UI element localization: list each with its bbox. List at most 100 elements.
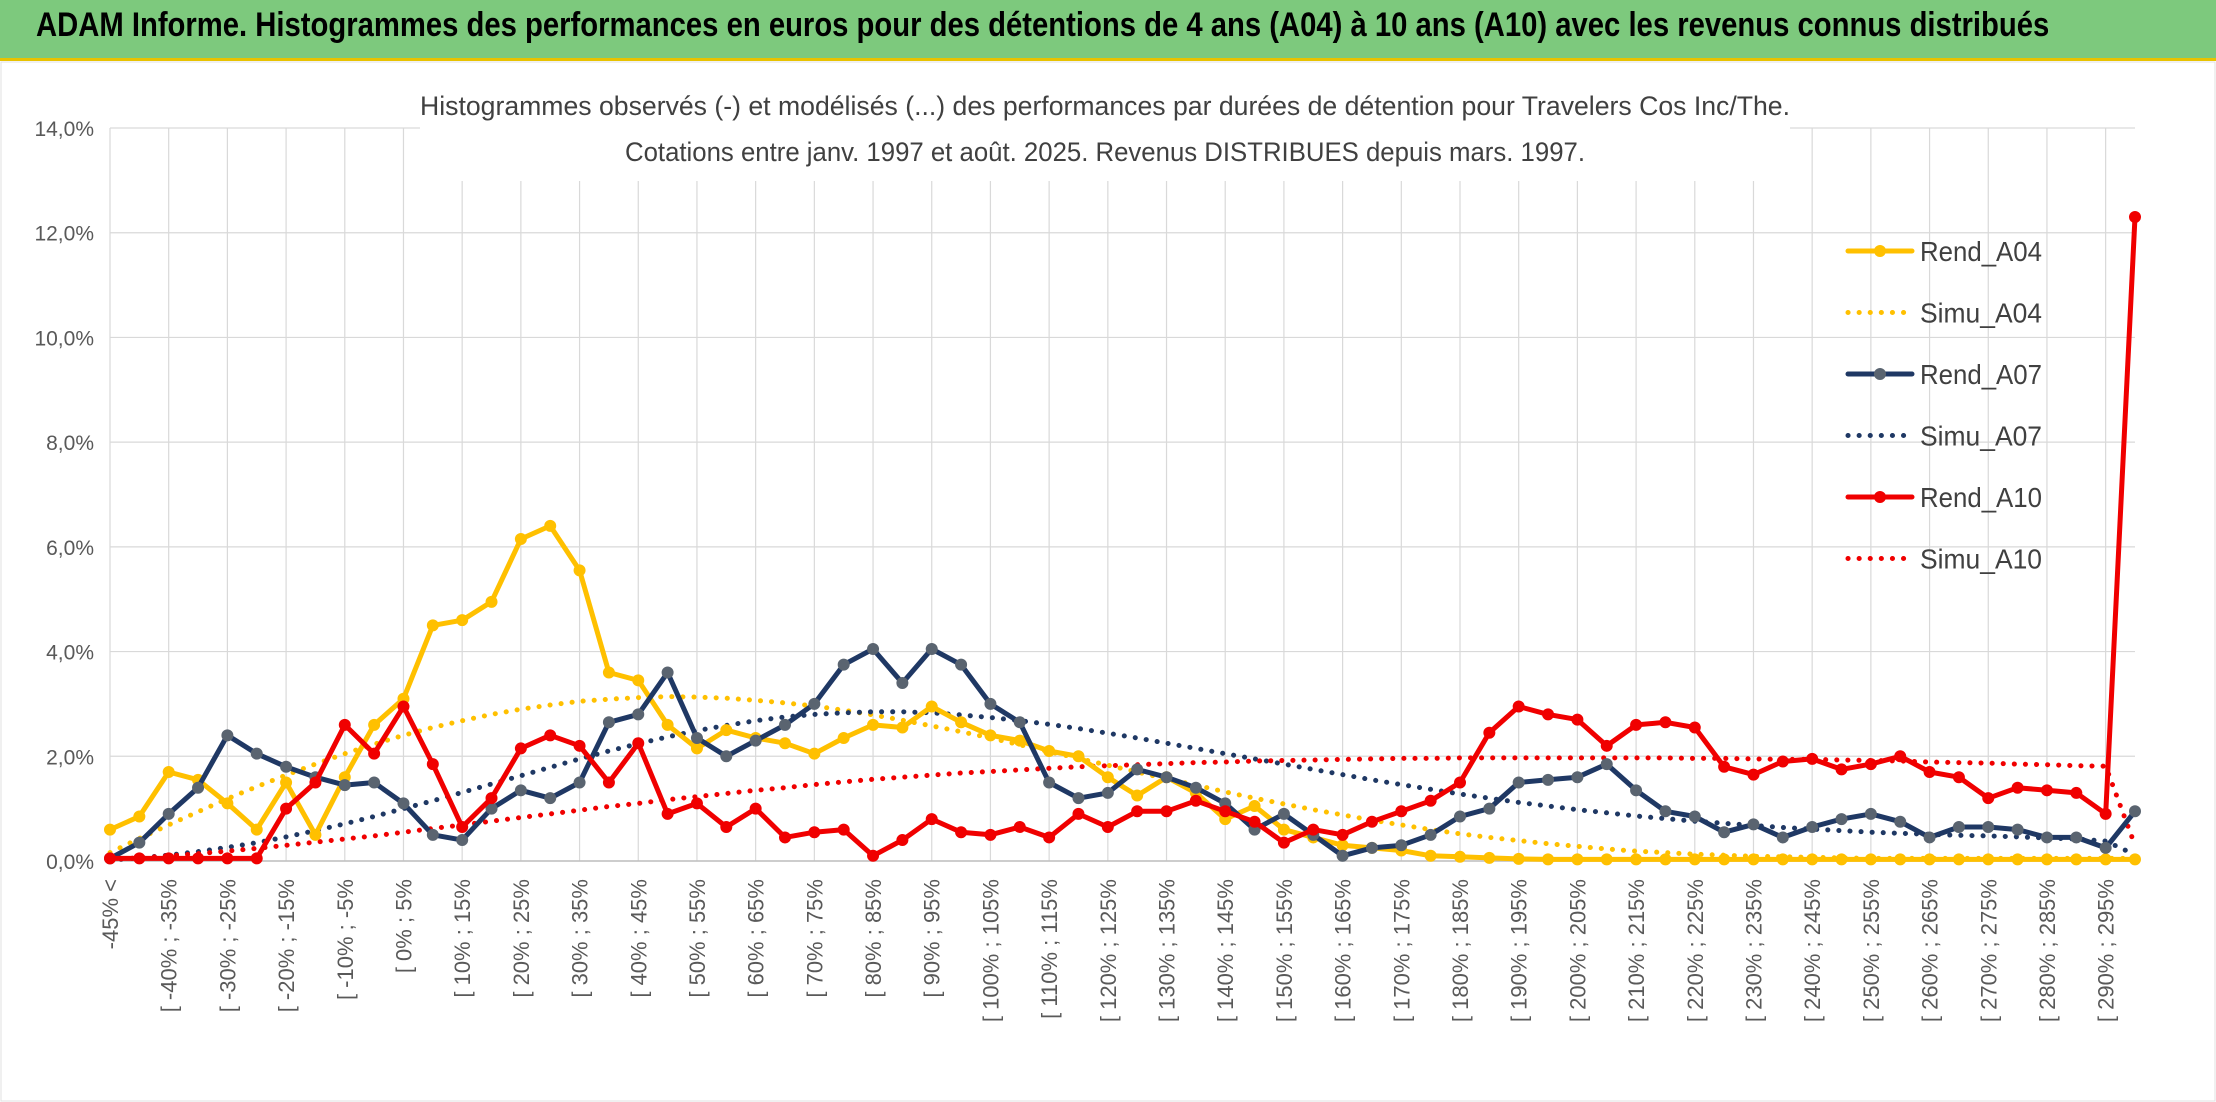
data-point-rend-a07 bbox=[925, 642, 938, 655]
data-point-rend-a07 bbox=[2129, 805, 2141, 818]
data-point-rend-a10 bbox=[338, 718, 351, 731]
data-point-rend-a07 bbox=[955, 658, 968, 671]
data-point-rend-a07 bbox=[1336, 849, 1349, 862]
data-point-rend-a07 bbox=[368, 776, 381, 789]
data-point-rend-a07 bbox=[397, 797, 410, 810]
x-tick-label: [ -40% ; -35% bbox=[157, 879, 182, 1012]
data-point-rend-a10 bbox=[1219, 805, 1232, 818]
x-tick-label: [ 70% ; 75% bbox=[802, 879, 827, 998]
series-group bbox=[104, 211, 2141, 866]
x-tick-label: [ 210% ; 215% bbox=[1624, 879, 1649, 1022]
data-point-rend-a04 bbox=[1571, 853, 1584, 866]
x-tick-label: [ 230% ; 235% bbox=[1741, 879, 1766, 1022]
data-point-rend-a10 bbox=[1894, 750, 1907, 763]
data-point-rend-a04 bbox=[280, 776, 293, 789]
data-point-rend-a10 bbox=[955, 826, 968, 839]
data-point-rend-a04 bbox=[1248, 800, 1261, 813]
header-banner: ADAM Informe. Histogrammes des performan… bbox=[0, 0, 2216, 61]
series-rend-a07 bbox=[104, 642, 2141, 865]
data-point-rend-a04 bbox=[602, 666, 615, 679]
report-title: ADAM Informe. Histogrammes des performan… bbox=[36, 6, 2050, 44]
data-point-rend-a04 bbox=[2099, 853, 2112, 866]
data-point-rend-a04 bbox=[309, 828, 322, 841]
data-point-rend-a04 bbox=[2129, 853, 2141, 866]
data-point-rend-a10 bbox=[1952, 771, 1965, 784]
data-point-rend-a10 bbox=[602, 776, 615, 789]
data-point-rend-a07 bbox=[1189, 781, 1202, 794]
data-point-rend-a07 bbox=[1160, 771, 1173, 784]
data-point-rend-a07 bbox=[338, 779, 351, 792]
x-tick-label: -45% < bbox=[98, 879, 123, 949]
data-point-rend-a04 bbox=[867, 718, 880, 731]
data-point-rend-a10 bbox=[309, 776, 322, 789]
x-tick-label: [ 280% ; 285% bbox=[2035, 879, 2060, 1022]
data-point-rend-a07 bbox=[1542, 773, 1555, 786]
x-tick-label: [ 160% ; 165% bbox=[1331, 879, 1356, 1022]
data-point-rend-a04 bbox=[720, 724, 733, 737]
data-point-rend-a04 bbox=[661, 718, 674, 731]
y-tick-label: 8,0% bbox=[46, 432, 94, 455]
y-tick-label: 12,0% bbox=[34, 223, 94, 246]
data-point-rend-a07 bbox=[544, 792, 557, 805]
data-point-rend-a04 bbox=[690, 742, 703, 755]
data-point-rend-a10 bbox=[368, 747, 381, 760]
legend-label: Rend_A10 bbox=[1920, 482, 2042, 513]
data-point-rend-a07 bbox=[1952, 820, 1965, 833]
series-line-simu-a04 bbox=[107, 694, 2138, 861]
series-rend-a04 bbox=[104, 519, 2141, 866]
data-point-rend-a10 bbox=[1365, 815, 1378, 828]
x-tick-label: [ 40% ; 45% bbox=[626, 879, 651, 998]
x-tick-label: [ 30% ; 35% bbox=[568, 879, 593, 998]
data-point-rend-a07 bbox=[1571, 771, 1584, 784]
data-point-rend-a04 bbox=[544, 519, 557, 532]
series-line-rend-a07 bbox=[107, 646, 2138, 861]
data-point-rend-a07 bbox=[808, 697, 821, 710]
x-tick-label: [ -20% ; -15% bbox=[274, 879, 299, 1012]
legend-label: Simu_A07 bbox=[1920, 421, 2042, 452]
x-tick-label: [ 290% ; 295% bbox=[2094, 879, 2119, 1022]
data-point-rend-a04 bbox=[779, 737, 791, 750]
data-point-rend-a04 bbox=[632, 674, 645, 687]
data-point-rend-a07 bbox=[1688, 810, 1701, 823]
performance-histogram-chart: Histogrammes observés (-) et modélisés (… bbox=[0, 61, 2216, 1102]
data-point-rend-a07 bbox=[602, 716, 615, 729]
data-point-rend-a10 bbox=[1688, 721, 1701, 734]
data-point-rend-a07 bbox=[1277, 807, 1290, 820]
legend-marker bbox=[1874, 491, 1886, 503]
y-tick-label: 10,0% bbox=[34, 327, 94, 350]
x-tick-label: [ 140% ; 145% bbox=[1213, 879, 1238, 1022]
data-point-rend-a04 bbox=[426, 619, 439, 632]
legend-label: Rend_A07 bbox=[1920, 359, 2042, 390]
data-point-rend-a10 bbox=[1835, 763, 1848, 776]
data-point-rend-a07 bbox=[867, 642, 880, 655]
x-tick-label: [ 130% ; 135% bbox=[1155, 879, 1180, 1022]
data-point-rend-a04 bbox=[1277, 823, 1290, 836]
x-tick-label: [ 100% ; 105% bbox=[978, 879, 1003, 1022]
x-tick-label: [ 270% ; 275% bbox=[1976, 879, 2001, 1022]
data-point-rend-a07 bbox=[162, 807, 175, 820]
series-line-rend-a10 bbox=[107, 214, 2138, 861]
data-point-rend-a10 bbox=[779, 831, 791, 844]
data-point-rend-a07 bbox=[749, 734, 762, 747]
data-point-rend-a07 bbox=[192, 781, 205, 794]
data-point-rend-a04 bbox=[1336, 839, 1349, 852]
data-point-rend-a04 bbox=[162, 765, 175, 778]
data-point-rend-a04 bbox=[1600, 853, 1613, 866]
data-point-rend-a04 bbox=[1952, 853, 1965, 866]
data-point-rend-a04 bbox=[1806, 853, 1819, 866]
data-point-rend-a04 bbox=[925, 700, 938, 713]
data-point-rend-a10 bbox=[456, 820, 469, 833]
data-point-rend-a04 bbox=[368, 718, 381, 731]
data-point-rend-a04 bbox=[573, 564, 586, 577]
data-point-rend-a10 bbox=[1923, 765, 1936, 778]
data-point-rend-a07 bbox=[896, 676, 909, 689]
data-point-rend-a04 bbox=[1923, 853, 1936, 866]
x-tick-label: [ 170% ; 175% bbox=[1389, 879, 1414, 1022]
series-line-rend-a04 bbox=[107, 523, 2138, 862]
x-tick-label: [ 190% ; 195% bbox=[1507, 879, 1532, 1022]
data-point-rend-a10 bbox=[1806, 752, 1819, 765]
data-point-rend-a10 bbox=[1630, 718, 1643, 731]
x-tick-label: [ 50% ; 55% bbox=[685, 879, 710, 998]
data-point-rend-a07 bbox=[1101, 786, 1114, 799]
data-point-rend-a04 bbox=[1630, 853, 1643, 866]
